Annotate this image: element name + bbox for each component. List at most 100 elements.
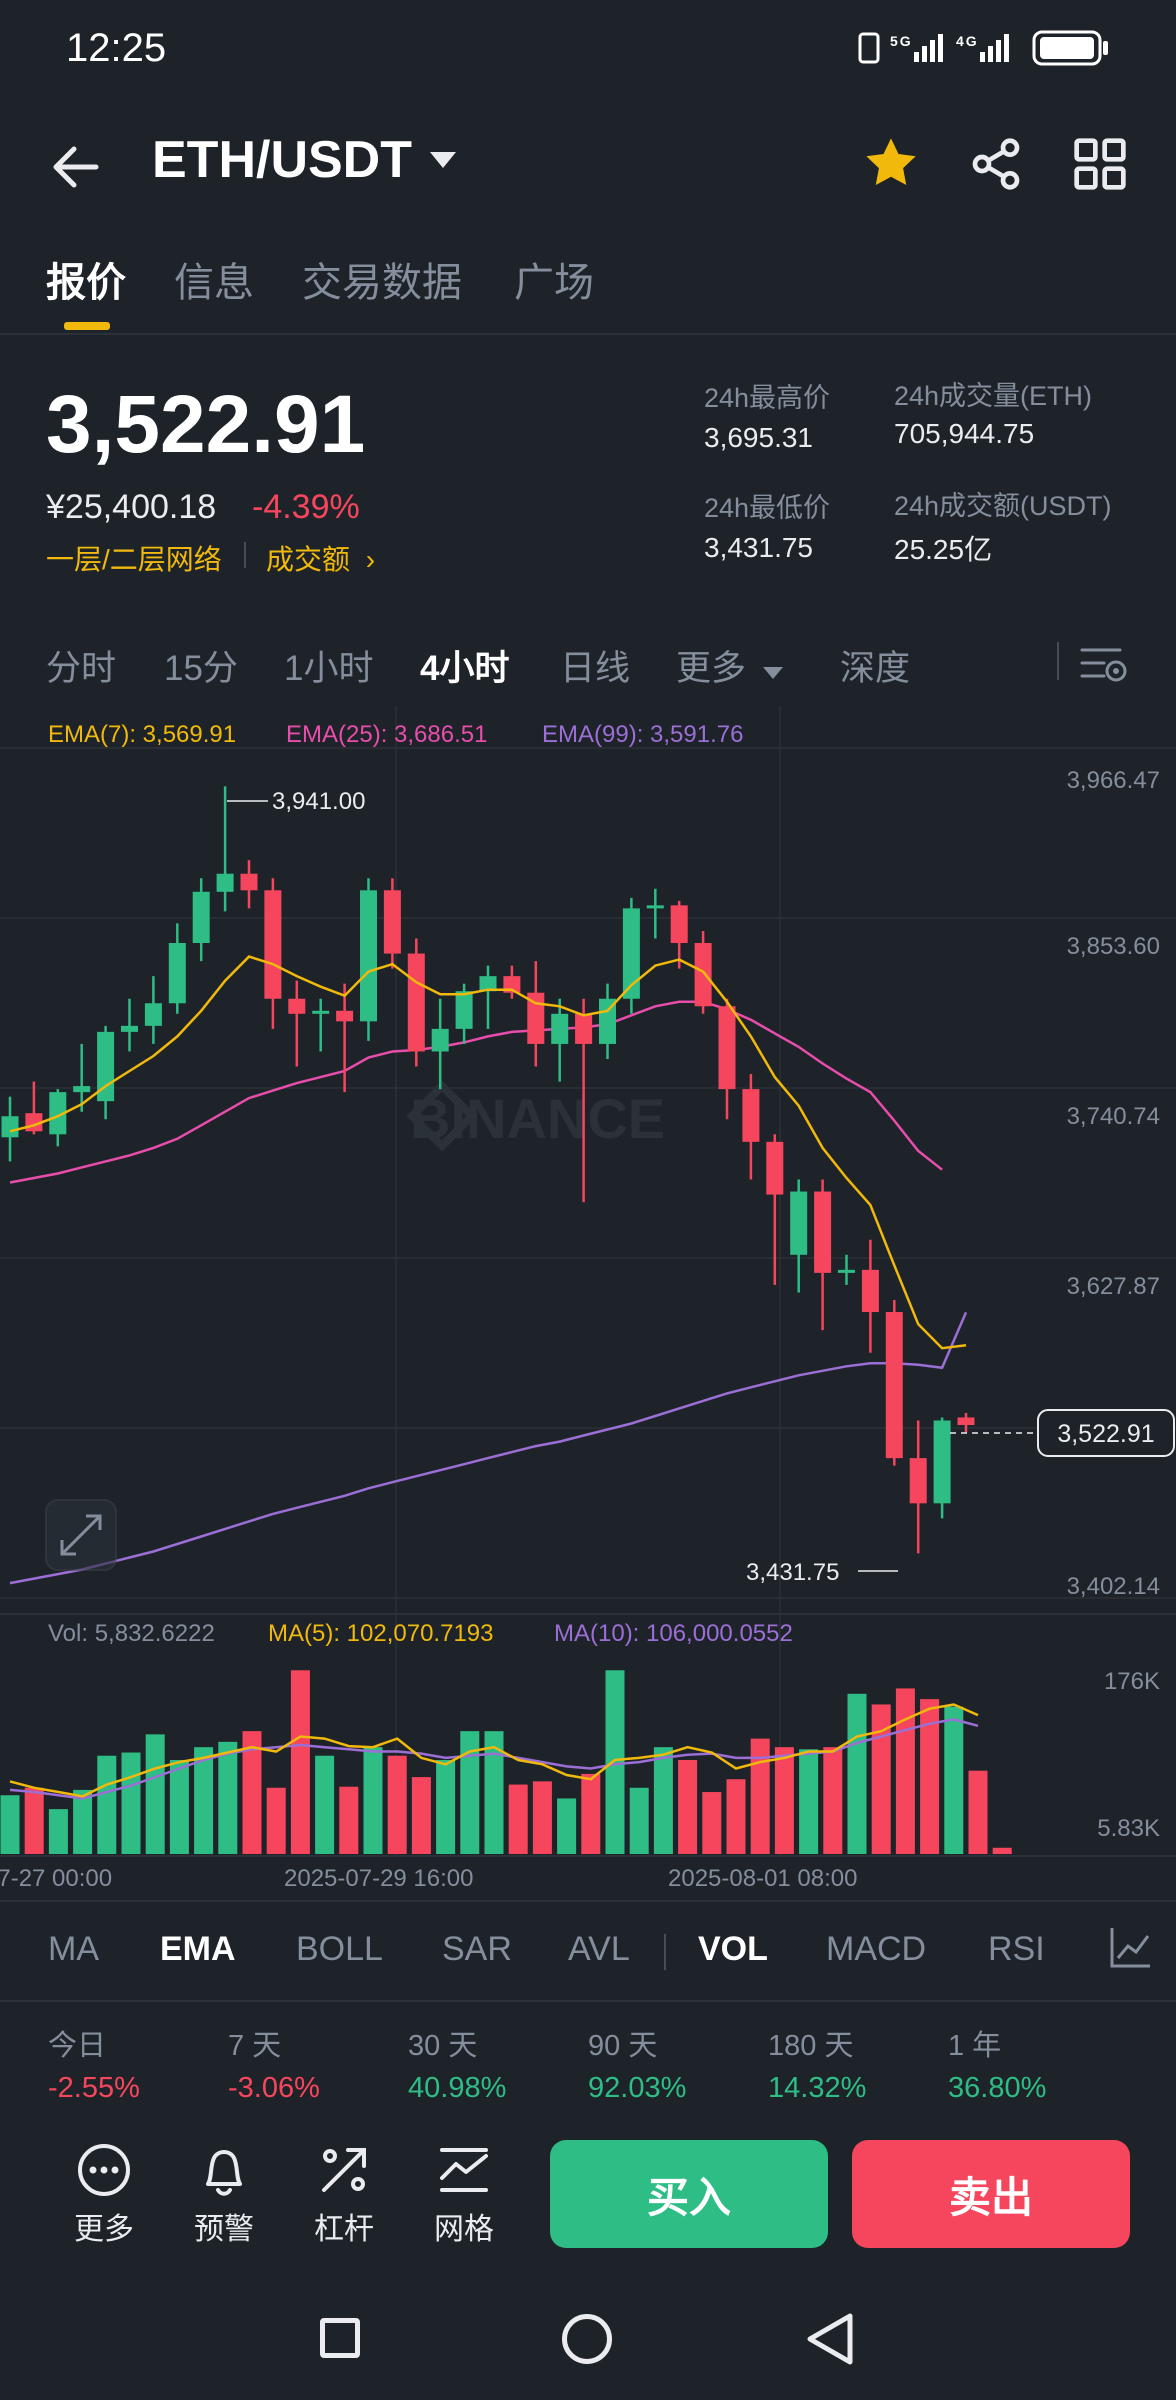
interval-1h[interactable]: 1小时 xyxy=(284,649,374,688)
pair-title[interactable]: ETH/USDT xyxy=(152,131,412,189)
caret-down-icon xyxy=(762,667,783,679)
candle xyxy=(192,878,210,962)
candle xyxy=(479,965,497,1029)
divider xyxy=(0,1900,1176,1902)
low-marker-label: 3,431.75 xyxy=(746,1559,839,1586)
high-marker-label: 3,941.00 xyxy=(272,788,365,815)
price-axis-label: 3,740.74 xyxy=(1067,1103,1160,1130)
interval-15m[interactable]: 15分 xyxy=(164,649,238,688)
volume-bar xyxy=(97,1755,117,1854)
interval-depth[interactable]: 深度 xyxy=(840,649,911,688)
stat-high-label: 24h最高价 xyxy=(704,383,831,413)
expand-chart-button[interactable] xyxy=(45,1499,117,1571)
vol-axis-bottom: 5.83K xyxy=(1097,1815,1160,1842)
more-label[interactable]: 更多 xyxy=(74,2213,134,2246)
buy-button[interactable]: 买入 xyxy=(550,2140,828,2248)
interval-more[interactable]: 更多 xyxy=(676,640,784,691)
candle xyxy=(838,1254,855,1285)
status-time: 12:25 xyxy=(66,26,167,70)
candle xyxy=(957,1412,975,1433)
indicator-avl[interactable]: AVL xyxy=(568,1930,630,1968)
watermark-logo xyxy=(406,1080,478,1152)
indicator-ema[interactable]: EMA xyxy=(160,1930,236,1968)
stat-vol-usdt-value: 25.25亿 xyxy=(894,534,993,565)
volume-bar xyxy=(508,1784,528,1854)
performance-value: -2.55% xyxy=(48,2072,140,2104)
volume-bar xyxy=(411,1777,431,1854)
bell-icon[interactable] xyxy=(194,2140,254,2200)
sell-button[interactable]: 卖出 xyxy=(852,2140,1130,2248)
interval-time-sharing[interactable]: 分时 xyxy=(46,649,117,688)
alert-label[interactable]: 预警 xyxy=(194,2213,254,2246)
indicator-vol[interactable]: VOL xyxy=(698,1930,768,1968)
back-arrow-icon[interactable] xyxy=(48,140,102,194)
price-axis-label: 3,966.47 xyxy=(1067,767,1160,794)
time-label-3: 2025-08-01 08:00 xyxy=(668,1865,858,1892)
candle xyxy=(909,1420,927,1554)
tab-quote[interactable]: 报价 xyxy=(46,261,126,305)
candle xyxy=(933,1417,951,1519)
price-chart[interactable]: BINANCE 3,966.473,853.603,740.743,627.87… xyxy=(0,706,1176,1896)
interval-4h[interactable]: 4小时 xyxy=(420,649,510,688)
interval-more-label: 更多 xyxy=(676,649,747,688)
volume-bar xyxy=(895,1688,915,1854)
volume-bar xyxy=(315,1755,335,1854)
grid-menu-icon[interactable] xyxy=(1072,136,1128,192)
performance-label: 1 年 xyxy=(948,2030,1002,2062)
divider xyxy=(1057,642,1059,680)
more-icon[interactable] xyxy=(74,2140,134,2200)
performance-value: 36.80% xyxy=(948,2072,1047,2104)
nav-home-button[interactable] xyxy=(562,2314,612,2364)
candle xyxy=(431,998,449,1090)
candle xyxy=(622,897,640,1014)
chevron-down-icon[interactable] xyxy=(428,150,458,170)
network-link[interactable]: 一层/二层网络 xyxy=(46,544,222,575)
interval-1d[interactable]: 日线 xyxy=(560,649,631,688)
volume-bar xyxy=(48,1809,68,1854)
divider xyxy=(664,1934,666,1970)
nav-back-button[interactable] xyxy=(804,2312,856,2366)
volume-bar xyxy=(823,1747,843,1854)
last-price-tag xyxy=(1037,1409,1175,1457)
indicator-ma[interactable]: MA xyxy=(48,1930,99,1968)
leverage-label[interactable]: 杠杆 xyxy=(314,2213,374,2246)
leverage-icon[interactable] xyxy=(314,2140,374,2200)
candle xyxy=(575,998,593,1203)
candle xyxy=(718,998,736,1120)
nav-recents-button[interactable] xyxy=(320,2318,360,2358)
volume-bar xyxy=(339,1786,359,1854)
candle xyxy=(551,998,569,1082)
grid-label[interactable]: 网格 xyxy=(434,2213,494,2246)
grid-trading-icon[interactable] xyxy=(434,2140,494,2200)
performance-label: 今日 xyxy=(48,2030,107,2062)
price-axis-label: 3,853.60 xyxy=(1067,933,1160,960)
chart-settings-icon[interactable] xyxy=(1078,640,1130,686)
tab-info[interactable]: 信息 xyxy=(174,261,254,305)
candle xyxy=(1,1096,19,1162)
tab-square[interactable]: 广场 xyxy=(514,261,594,305)
legend-vol: Vol: 5,832.6222 xyxy=(48,1620,215,1647)
indicator-sar[interactable]: SAR xyxy=(442,1930,512,1968)
turnover-link[interactable]: 成交额 › xyxy=(266,538,375,578)
volume-bar xyxy=(169,1760,189,1854)
candle xyxy=(599,983,616,1059)
volume-bar xyxy=(702,1792,722,1854)
share-icon[interactable] xyxy=(968,136,1024,192)
volume-bar xyxy=(920,1699,940,1854)
tab-trade-data[interactable]: 交易数据 xyxy=(302,261,462,305)
stat-high-value: 3,695.31 xyxy=(704,422,813,453)
stat-low-value: 3,431.75 xyxy=(704,532,813,563)
indicator-boll[interactable]: BOLL xyxy=(296,1930,383,1968)
candle xyxy=(360,878,377,1041)
expand-icon xyxy=(60,1514,102,1556)
indicator-rsi[interactable]: RSI xyxy=(988,1930,1045,1968)
stat-vol-eth-label: 24h成交量(ETH) xyxy=(894,381,1093,411)
vol-axis-top: 176K xyxy=(1104,1668,1160,1695)
vol-ma5-line xyxy=(9,1703,979,1798)
candle xyxy=(670,900,688,969)
indicator-settings-icon[interactable] xyxy=(1108,1924,1154,1970)
indicator-macd[interactable]: MACD xyxy=(826,1930,927,1968)
candle xyxy=(790,1179,808,1293)
favorite-star-icon[interactable] xyxy=(862,134,920,192)
volume-bar xyxy=(218,1741,238,1854)
